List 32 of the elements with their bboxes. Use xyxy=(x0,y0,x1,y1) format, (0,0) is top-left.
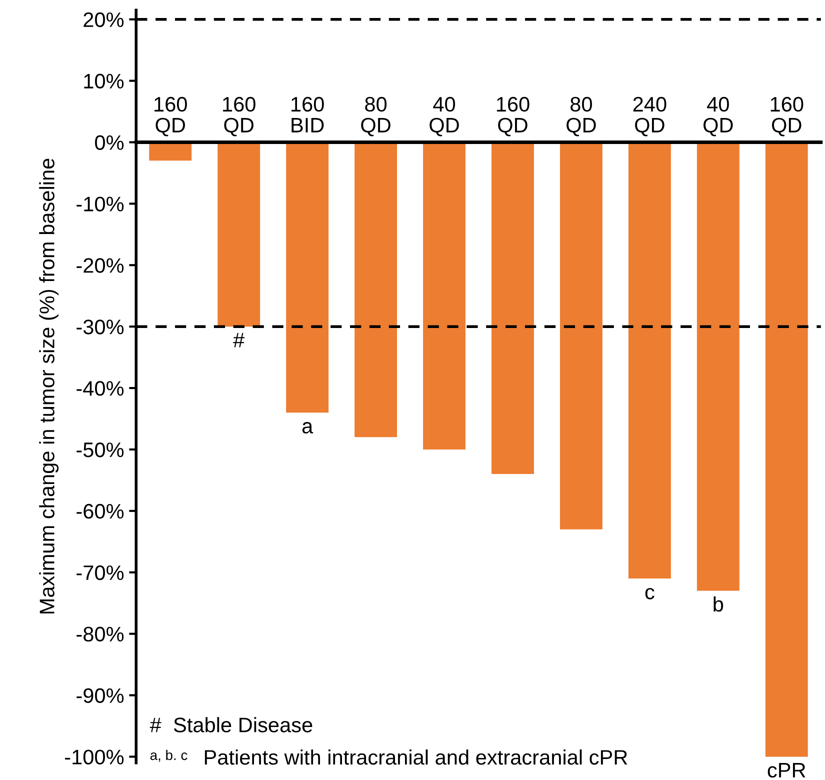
data-label: b xyxy=(714,596,724,612)
y-tick-label: -80% xyxy=(76,626,124,642)
annotation: # Stable Disease xyxy=(150,717,312,732)
data-label: cPR xyxy=(768,763,806,778)
annotation: Patients with intracranial and extracranial cPR xyxy=(204,749,628,765)
y-tick-label: -40% xyxy=(76,381,124,396)
data-label: a xyxy=(302,422,314,434)
y-tick-label: -30% xyxy=(76,320,124,334)
data-label: # xyxy=(233,332,245,348)
y-axis-title: Maximum change in tumor size (%) from baseline xyxy=(39,158,59,614)
x-tick-label: 160 QD xyxy=(223,96,256,136)
y-tick-label: 0% xyxy=(95,135,124,150)
y-tick-label: -20% xyxy=(76,258,124,273)
x-tick-label: 240 QD xyxy=(633,96,666,136)
y-tick-label: 20% xyxy=(84,12,124,28)
y-tick-label: -100% xyxy=(65,750,124,764)
x-tick-label: 80 QD xyxy=(361,96,390,136)
y-tick-label: -50% xyxy=(76,442,124,458)
y-tick-label: -60% xyxy=(76,504,124,519)
y-tick-label: -10% xyxy=(76,196,124,212)
annotation: a, b. c xyxy=(150,750,188,762)
x-tick-label: 160 QD xyxy=(154,96,187,136)
x-tick-label: 40 QD xyxy=(430,96,459,136)
y-tick-label: 10% xyxy=(84,74,124,89)
y-tick-label: -90% xyxy=(76,688,124,704)
x-tick-label: 160 BID xyxy=(292,96,324,132)
x-tick-label: 160 QD xyxy=(496,96,530,136)
y-tick-label: -70% xyxy=(76,565,124,580)
x-tick-label: 40 QD xyxy=(704,96,733,136)
x-tick-label: 160 QD xyxy=(770,96,804,136)
data-label: c xyxy=(645,588,654,600)
x-tick-label: 80 QD xyxy=(566,96,596,136)
